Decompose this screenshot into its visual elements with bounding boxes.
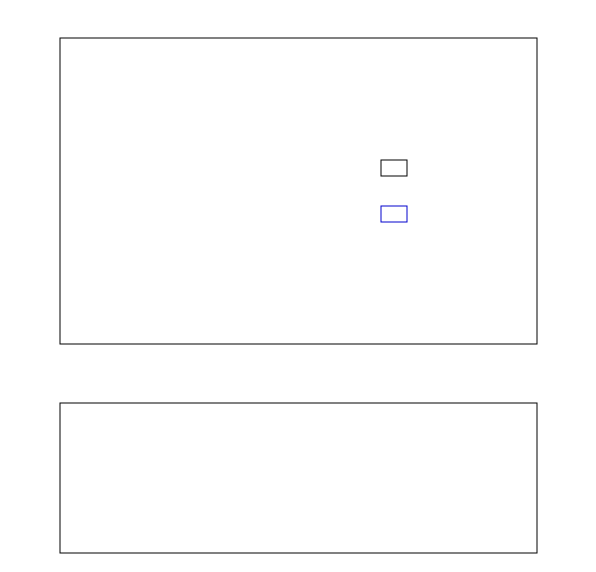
- ratio-panel: [59, 402, 538, 554]
- ratio-plot-frame: [59, 402, 538, 554]
- main-plot-frame: [59, 37, 538, 345]
- legend-swatch-parton: [380, 159, 408, 177]
- main-panel: [59, 37, 538, 345]
- legend-swatch-truthwz: [380, 205, 408, 223]
- legend: [380, 159, 408, 223]
